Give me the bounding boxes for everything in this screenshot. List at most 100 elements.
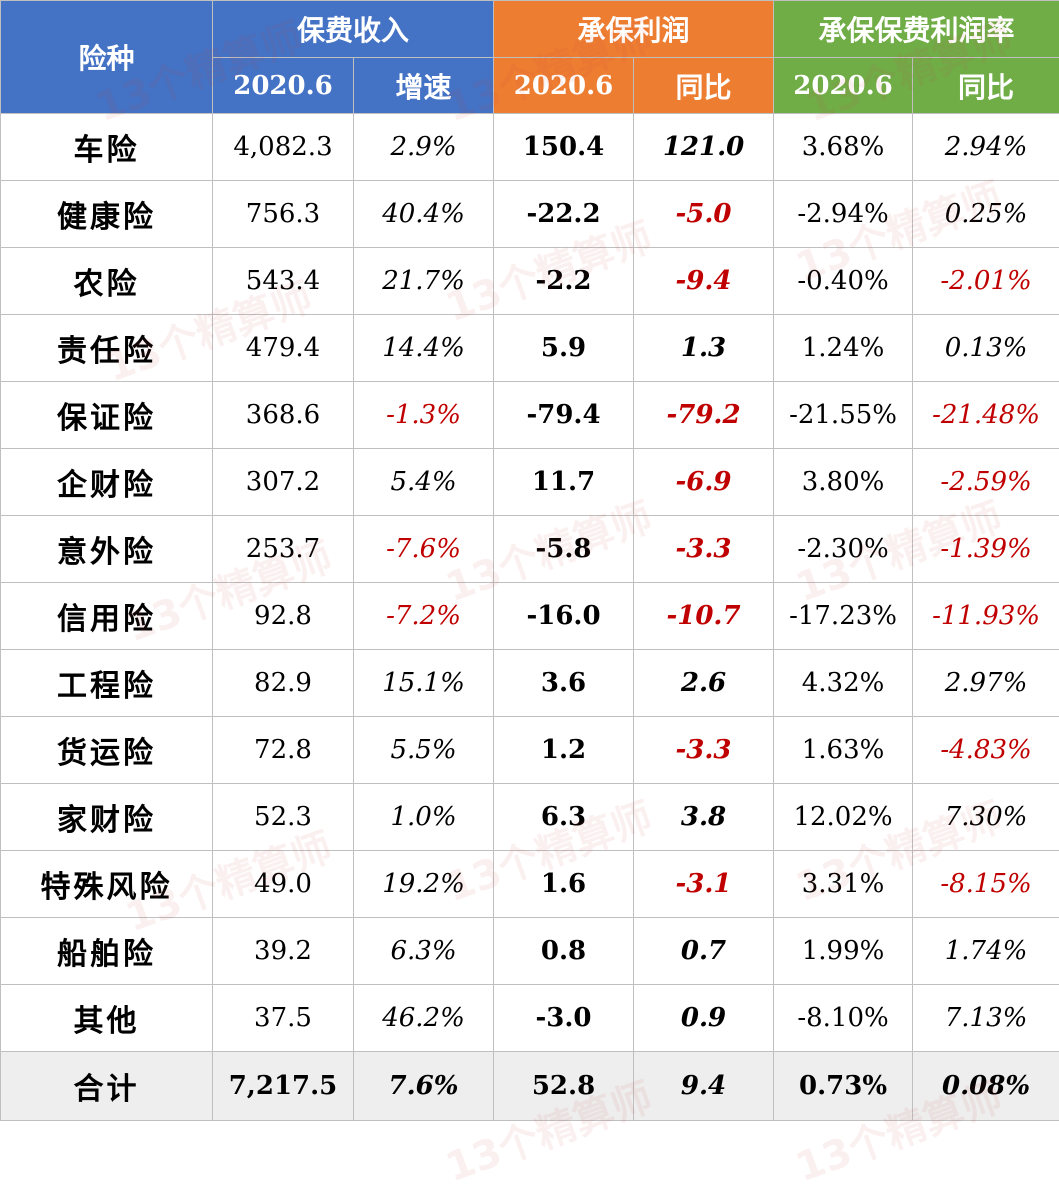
cell-profit-yoy: -10.7 bbox=[634, 583, 774, 650]
cell-margin-yoy: -2.01% bbox=[913, 248, 1059, 315]
cell-margin-yoy: -4.83% bbox=[913, 717, 1059, 784]
row-category: 货运险 bbox=[1, 717, 213, 784]
cell-margin-2020-6: -2.94% bbox=[774, 181, 913, 248]
cell-margin-2020-6: 3.68% bbox=[774, 114, 913, 181]
cell-profit-2020-6: -16.0 bbox=[494, 583, 634, 650]
header-margin-date: 2020.6 bbox=[774, 58, 913, 114]
cell-premium-2020-6: 543.4 bbox=[213, 248, 354, 315]
cell-premium-growth: 40.4% bbox=[354, 181, 494, 248]
row-category: 特殊风险 bbox=[1, 851, 213, 918]
cell-profit-2020-6: 150.4 bbox=[494, 114, 634, 181]
cell-premium-growth: -7.2% bbox=[354, 583, 494, 650]
cell-premium-2020-6: 756.3 bbox=[213, 181, 354, 248]
cell-margin-2020-6: -21.55% bbox=[774, 382, 913, 449]
cell-profit-yoy: -5.0 bbox=[634, 181, 774, 248]
header-row-groups: 险种 保费收入 承保利润 承保保费利润率 bbox=[1, 1, 1059, 58]
cell-premium-2020-6: 52.3 bbox=[213, 784, 354, 851]
cell-premium-growth: 1.0% bbox=[354, 784, 494, 851]
cell-premium-2020-6: 49.0 bbox=[213, 851, 354, 918]
row-category: 车险 bbox=[1, 114, 213, 181]
cell-profit-2020-6: 1.2 bbox=[494, 717, 634, 784]
header-profit-date: 2020.6 bbox=[494, 58, 634, 114]
cell-profit-yoy: 3.8 bbox=[634, 784, 774, 851]
cell-margin-yoy: -8.15% bbox=[913, 851, 1059, 918]
cell-profit-yoy: -3.1 bbox=[634, 851, 774, 918]
cell-margin-yoy: 2.94% bbox=[913, 114, 1059, 181]
cell-premium-growth: -7.6% bbox=[354, 516, 494, 583]
row-category: 工程险 bbox=[1, 650, 213, 717]
cell-margin-yoy: 2.97% bbox=[913, 650, 1059, 717]
cell-premium-2020-6: 7,217.5 bbox=[213, 1052, 354, 1121]
insurance-table: 险种 保费收入 承保利润 承保保费利润率 2020.6 增速 2020.6 同比… bbox=[0, 0, 1059, 1121]
row-category: 保证险 bbox=[1, 382, 213, 449]
cell-profit-yoy: 2.6 bbox=[634, 650, 774, 717]
cell-premium-growth: 21.7% bbox=[354, 248, 494, 315]
cell-premium-2020-6: 479.4 bbox=[213, 315, 354, 382]
cell-profit-yoy: -6.9 bbox=[634, 449, 774, 516]
row-category: 其他 bbox=[1, 985, 213, 1052]
cell-premium-2020-6: 72.8 bbox=[213, 717, 354, 784]
row-category: 农险 bbox=[1, 248, 213, 315]
cell-margin-2020-6: 12.02% bbox=[774, 784, 913, 851]
cell-profit-yoy: 121.0 bbox=[634, 114, 774, 181]
cell-profit-2020-6: 6.3 bbox=[494, 784, 634, 851]
header-premium-date: 2020.6 bbox=[213, 58, 354, 114]
cell-margin-2020-6: 3.80% bbox=[774, 449, 913, 516]
cell-profit-yoy: 9.4 bbox=[634, 1052, 774, 1121]
cell-premium-growth: 7.6% bbox=[354, 1052, 494, 1121]
cell-profit-2020-6: 1.6 bbox=[494, 851, 634, 918]
cell-premium-2020-6: 368.6 bbox=[213, 382, 354, 449]
header-premium-growth: 增速 bbox=[354, 58, 494, 114]
row-category: 健康险 bbox=[1, 181, 213, 248]
cell-margin-yoy: 1.74% bbox=[913, 918, 1059, 985]
cell-profit-2020-6: -22.2 bbox=[494, 181, 634, 248]
cell-margin-yoy: -2.59% bbox=[913, 449, 1059, 516]
cell-premium-growth: 5.5% bbox=[354, 717, 494, 784]
cell-profit-2020-6: -2.2 bbox=[494, 248, 634, 315]
cell-margin-yoy: 0.25% bbox=[913, 181, 1059, 248]
row-category: 意外险 bbox=[1, 516, 213, 583]
total-label: 合计 bbox=[1, 1052, 213, 1121]
cell-profit-2020-6: 0.8 bbox=[494, 918, 634, 985]
cell-margin-2020-6: -17.23% bbox=[774, 583, 913, 650]
cell-premium-growth: 46.2% bbox=[354, 985, 494, 1052]
cell-profit-2020-6: -5.8 bbox=[494, 516, 634, 583]
cell-margin-yoy: -11.93% bbox=[913, 583, 1059, 650]
cell-profit-2020-6: -79.4 bbox=[494, 382, 634, 449]
cell-premium-growth: 6.3% bbox=[354, 918, 494, 985]
cell-premium-2020-6: 92.8 bbox=[213, 583, 354, 650]
cell-premium-growth: 19.2% bbox=[354, 851, 494, 918]
cell-profit-yoy: 1.3 bbox=[634, 315, 774, 382]
row-category: 责任险 bbox=[1, 315, 213, 382]
cell-margin-2020-6: 1.24% bbox=[774, 315, 913, 382]
cell-premium-growth: 14.4% bbox=[354, 315, 494, 382]
header-category: 险种 bbox=[1, 1, 213, 114]
cell-premium-growth: 2.9% bbox=[354, 114, 494, 181]
cell-premium-2020-6: 307.2 bbox=[213, 449, 354, 516]
cell-margin-2020-6: 4.32% bbox=[774, 650, 913, 717]
cell-profit-2020-6: 52.8 bbox=[494, 1052, 634, 1121]
cell-premium-2020-6: 39.2 bbox=[213, 918, 354, 985]
cell-premium-2020-6: 4,082.3 bbox=[213, 114, 354, 181]
cell-margin-yoy: 7.13% bbox=[913, 985, 1059, 1052]
header-margin-yoy: 同比 bbox=[913, 58, 1059, 114]
cell-profit-2020-6: -3.0 bbox=[494, 985, 634, 1052]
cell-margin-yoy: -1.39% bbox=[913, 516, 1059, 583]
cell-profit-yoy: -3.3 bbox=[634, 516, 774, 583]
cell-profit-yoy: -79.2 bbox=[634, 382, 774, 449]
row-category: 信用险 bbox=[1, 583, 213, 650]
cell-margin-2020-6: 1.63% bbox=[774, 717, 913, 784]
cell-profit-2020-6: 5.9 bbox=[494, 315, 634, 382]
cell-margin-2020-6: -8.10% bbox=[774, 985, 913, 1052]
